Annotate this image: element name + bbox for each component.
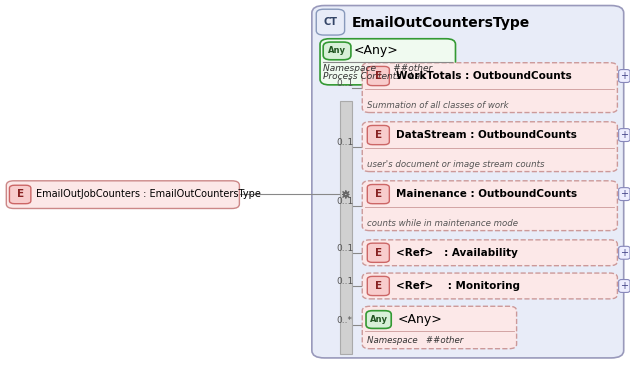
Text: +: + — [621, 71, 628, 81]
Text: 0..1: 0..1 — [336, 244, 353, 253]
FancyBboxPatch shape — [316, 9, 345, 35]
Text: Process Contents   Lax: Process Contents Lax — [323, 72, 426, 81]
Text: EmailOutCountersType: EmailOutCountersType — [352, 16, 530, 30]
FancyBboxPatch shape — [362, 63, 617, 113]
FancyBboxPatch shape — [312, 6, 624, 358]
FancyBboxPatch shape — [323, 42, 351, 60]
FancyBboxPatch shape — [367, 276, 389, 296]
FancyBboxPatch shape — [9, 185, 31, 204]
FancyBboxPatch shape — [619, 246, 630, 259]
FancyBboxPatch shape — [362, 240, 617, 266]
Text: Namespace   ##other: Namespace ##other — [367, 336, 463, 345]
FancyBboxPatch shape — [367, 184, 389, 204]
Text: DataStream : OutboundCounts: DataStream : OutboundCounts — [396, 130, 576, 140]
Text: E: E — [375, 281, 382, 291]
Text: user's document or image stream counts: user's document or image stream counts — [367, 161, 545, 169]
Text: 0..1: 0..1 — [336, 138, 353, 147]
Text: Namespace      ##other: Namespace ##other — [323, 64, 432, 73]
Text: WorkTotals : OutboundCounts: WorkTotals : OutboundCounts — [396, 71, 571, 81]
Text: Any: Any — [328, 46, 346, 55]
Text: <Ref>   : Availability: <Ref> : Availability — [396, 248, 517, 258]
Text: 0..1: 0..1 — [336, 277, 353, 286]
FancyBboxPatch shape — [362, 181, 617, 231]
Text: <Any>: <Any> — [398, 313, 442, 326]
Text: CT: CT — [323, 17, 338, 27]
Text: EmailOutJobCounters : EmailOutCountersType: EmailOutJobCounters : EmailOutCountersTy… — [36, 189, 261, 200]
FancyBboxPatch shape — [619, 280, 630, 292]
Text: Any: Any — [370, 315, 387, 324]
FancyBboxPatch shape — [367, 66, 389, 86]
FancyBboxPatch shape — [619, 187, 630, 201]
Text: Mainenance : OutboundCounts: Mainenance : OutboundCounts — [396, 189, 577, 199]
Text: E: E — [375, 130, 382, 140]
FancyBboxPatch shape — [362, 306, 517, 349]
FancyBboxPatch shape — [619, 129, 630, 142]
Text: +: + — [621, 281, 628, 291]
Text: E: E — [375, 248, 382, 258]
Text: +: + — [621, 130, 628, 140]
Text: E: E — [375, 189, 382, 199]
FancyBboxPatch shape — [366, 311, 391, 328]
Text: <Ref>    : Monitoring: <Ref> : Monitoring — [396, 281, 520, 291]
FancyBboxPatch shape — [362, 273, 617, 299]
FancyBboxPatch shape — [6, 181, 239, 208]
FancyBboxPatch shape — [320, 39, 455, 85]
Text: +: + — [621, 189, 628, 199]
Text: 0..*: 0..* — [336, 316, 353, 325]
FancyBboxPatch shape — [362, 122, 617, 172]
Text: E: E — [16, 189, 24, 200]
Text: Summation of all classes of work: Summation of all classes of work — [367, 101, 509, 110]
Text: <Any>: <Any> — [354, 44, 399, 58]
Text: 0..1: 0..1 — [336, 79, 353, 88]
Text: E: E — [375, 71, 382, 81]
Text: +: + — [621, 248, 628, 258]
Text: counts while in maintenance mode: counts while in maintenance mode — [367, 220, 518, 228]
FancyBboxPatch shape — [367, 243, 389, 262]
Text: 0..1: 0..1 — [336, 197, 353, 206]
FancyBboxPatch shape — [619, 70, 630, 83]
Bar — [340, 101, 352, 354]
FancyBboxPatch shape — [367, 125, 389, 145]
